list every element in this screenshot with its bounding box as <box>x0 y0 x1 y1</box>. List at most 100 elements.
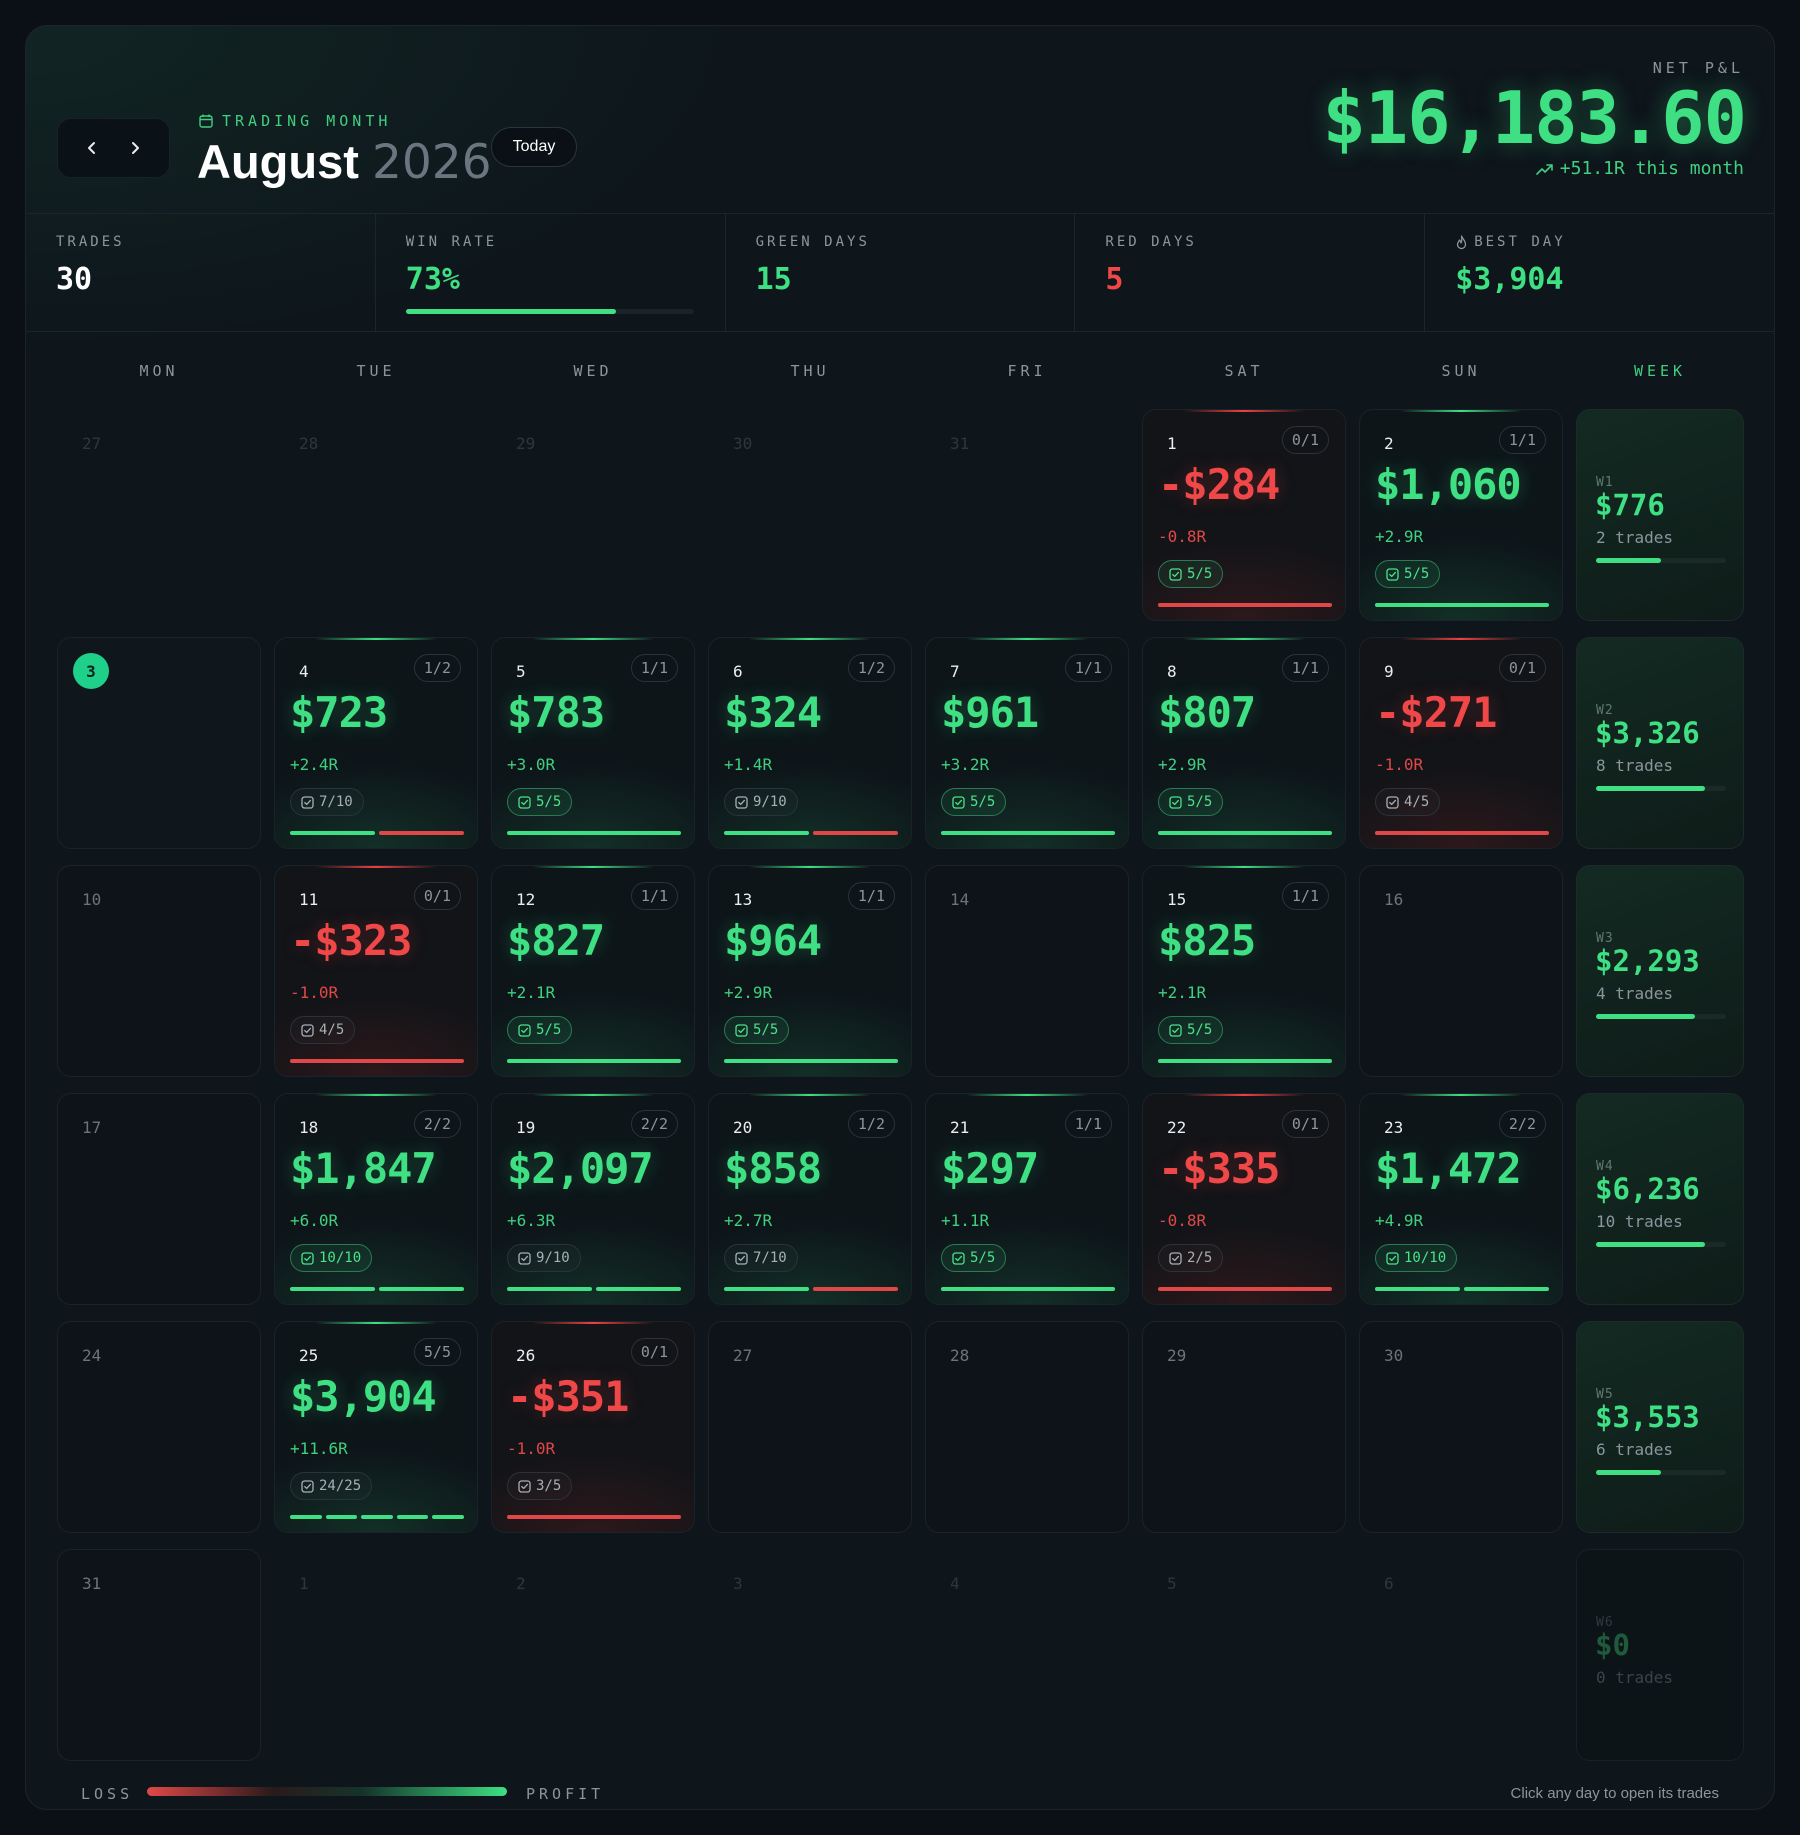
checklist-chip: 5/5 <box>507 788 573 816</box>
day-cell[interactable]: 9 0/1 -$271 -1.0R 4/5 <box>1359 637 1563 849</box>
day-r-multiple: +4.9R <box>1375 1211 1424 1230</box>
calendar-header: TRADING MONTH August 2026 Today NET P&L … <box>26 26 1774 214</box>
day-cell[interactable]: 10 <box>57 865 261 1077</box>
trade-result-bar <box>507 1287 681 1291</box>
week-trade-count: 4 trades <box>1596 984 1674 1003</box>
week-progress-fill <box>1596 786 1706 791</box>
checklist-score: 5/5 <box>1404 566 1430 582</box>
trade-loss-segment <box>507 1515 681 1519</box>
day-cell[interactable]: 27 <box>708 1321 912 1533</box>
day-cell[interactable]: 5 1/1 $783 +3.0R 5/5 <box>491 637 695 849</box>
week-summary-card[interactable]: W5 $3,553 6 trades <box>1576 1321 1744 1533</box>
week-summary-card[interactable]: W2 $3,326 8 trades <box>1576 637 1744 849</box>
trade-win-segment <box>1464 1287 1549 1291</box>
checklist-chip: 4/5 <box>290 1016 356 1044</box>
day-r-multiple: +2.4R <box>290 755 339 774</box>
day-cell[interactable]: 13 1/1 $964 +2.9R 5/5 <box>708 865 912 1077</box>
day-cell[interactable]: 7 1/1 $961 +3.2R 5/5 <box>925 637 1129 849</box>
day-cell[interactable]: 29 <box>1142 1321 1346 1533</box>
today-button[interactable]: Today <box>491 127 577 167</box>
week-summary-card[interactable]: W3 $2,293 4 trades <box>1576 865 1744 1077</box>
win-loss-ratio: 5/5 <box>413 1338 461 1366</box>
day-cell[interactable]: 15 1/1 $825 +2.1R 5/5 <box>1142 865 1346 1077</box>
legend-gradient <box>147 1787 507 1796</box>
day-cell[interactable]: 21 1/1 $297 +1.1R 5/5 <box>925 1093 1129 1305</box>
week-pnl: $3,553 <box>1595 1400 1700 1434</box>
day-number: 4 <box>299 662 309 681</box>
checklist-chip: 5/5 <box>1158 1016 1224 1044</box>
checklist-icon <box>1169 567 1182 581</box>
day-number: 3 <box>733 1574 743 1593</box>
trade-win-segment <box>379 1287 464 1291</box>
chevron-left-icon <box>87 142 95 154</box>
week-trade-count: 10 trades <box>1596 1212 1683 1231</box>
cell-top-glow <box>749 638 871 640</box>
day-pnl: $1,472 <box>1375 1144 1522 1193</box>
checklist-icon <box>1169 1251 1182 1265</box>
day-cell: 4 <box>925 1549 1129 1761</box>
day-cell[interactable]: 16 <box>1359 865 1563 1077</box>
checklist-score: 5/5 <box>753 1022 779 1038</box>
day-number: 25 <box>299 1346 319 1365</box>
day-cell[interactable]: 26 0/1 -$351 -1.0R 3/5 <box>491 1321 695 1533</box>
day-pnl: -$271 <box>1375 688 1497 737</box>
weekday-header-tue: TUE <box>356 362 396 380</box>
day-pnl: -$335 <box>1158 1144 1280 1193</box>
trade-win-segment <box>1375 603 1549 607</box>
week-summary-card[interactable]: W4 $6,236 10 trades <box>1576 1093 1744 1305</box>
checklist-icon <box>518 1023 531 1037</box>
day-number: 12 <box>516 890 536 909</box>
day-number: 4 <box>950 1574 960 1593</box>
day-number: 16 <box>1384 890 1404 909</box>
checklist-icon <box>301 795 314 809</box>
day-number: 26 <box>516 1346 536 1365</box>
day-cell[interactable]: 8 1/1 $807 +2.9R 5/5 <box>1142 637 1346 849</box>
week-progress-bar <box>1596 558 1726 563</box>
trade-win-segment <box>1375 1287 1460 1291</box>
day-cell[interactable]: 12 1/1 $827 +2.1R 5/5 <box>491 865 695 1077</box>
day-cell[interactable]: 24 <box>57 1321 261 1533</box>
checklist-icon <box>952 795 965 809</box>
trade-loss-segment <box>379 831 464 835</box>
day-cell[interactable]: 20 1/2 $858 +2.7R 7/10 <box>708 1093 912 1305</box>
week-pnl: $3,326 <box>1595 716 1700 750</box>
next-month-button[interactable] <box>119 132 151 164</box>
trade-result-bar <box>1375 1287 1549 1291</box>
day-cell[interactable]: 11 0/1 -$323 -1.0R 4/5 <box>274 865 478 1077</box>
day-cell[interactable]: 2 1/1 $1,060 +2.9R 5/5 <box>1359 409 1563 621</box>
day-cell[interactable]: 19 2/2 $2,097 +6.3R 9/10 <box>491 1093 695 1305</box>
day-cell[interactable]: 18 2/2 $1,847 +6.0R 10/10 <box>274 1093 478 1305</box>
calendar-panel: TRADING MONTH August 2026 Today NET P&L … <box>25 25 1775 1810</box>
day-number: 20 <box>733 1118 753 1137</box>
week-progress-bar <box>1596 1014 1726 1019</box>
week-summary-card[interactable]: W1 $776 2 trades <box>1576 409 1744 621</box>
day-cell[interactable]: 3 <box>57 637 261 849</box>
day-cell[interactable]: 31 <box>57 1549 261 1761</box>
week-progress-fill <box>1596 1014 1695 1019</box>
trade-win-segment <box>1158 1059 1332 1063</box>
today-badge: 3 <box>73 653 109 689</box>
day-cell[interactable]: 4 1/2 $723 +2.4R 7/10 <box>274 637 478 849</box>
trade-win-segment <box>1158 831 1332 835</box>
day-cell[interactable]: 17 <box>57 1093 261 1305</box>
month-name: August <box>197 135 359 188</box>
day-r-multiple: +2.1R <box>1158 983 1207 1002</box>
day-cell[interactable]: 6 1/2 $324 +1.4R 9/10 <box>708 637 912 849</box>
previous-month-button[interactable] <box>76 132 108 164</box>
trade-win-segment <box>290 1287 375 1291</box>
day-cell[interactable]: 25 5/5 $3,904 +11.6R 24/25 <box>274 1321 478 1533</box>
day-cell[interactable]: 30 <box>1359 1321 1563 1533</box>
day-number: 1 <box>299 1574 309 1593</box>
chevron-right-icon <box>132 142 140 154</box>
trade-win-segment <box>941 1287 1115 1291</box>
stat-label: BEST DAY <box>1474 234 1566 250</box>
weekday-header-sun: SUN <box>1441 362 1481 380</box>
day-cell[interactable]: 1 0/1 -$284 -0.8R 5/5 <box>1142 409 1346 621</box>
trade-result-bar <box>724 1059 898 1063</box>
day-cell[interactable]: 23 2/2 $1,472 +4.9R 10/10 <box>1359 1093 1563 1305</box>
week-label: W5 <box>1596 1387 1614 1402</box>
day-cell[interactable]: 22 0/1 -$335 -0.8R 2/5 <box>1142 1093 1346 1305</box>
day-cell[interactable]: 28 <box>925 1321 1129 1533</box>
day-r-multiple: +1.1R <box>941 1211 990 1230</box>
day-cell[interactable]: 14 <box>925 865 1129 1077</box>
